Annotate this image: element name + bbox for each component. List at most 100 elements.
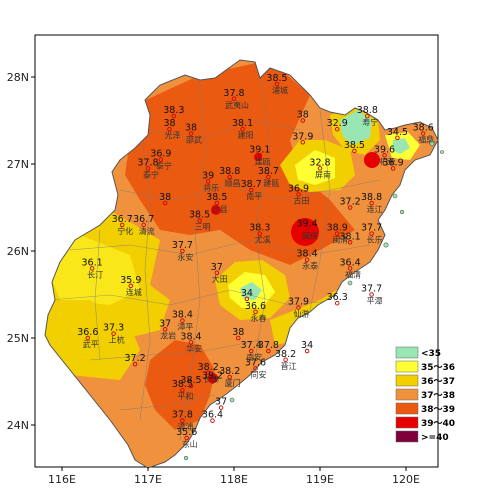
station-marker bbox=[184, 435, 189, 441]
station-marker bbox=[227, 174, 232, 180]
station-marker bbox=[248, 187, 254, 193]
station-value: 37.2 bbox=[340, 197, 361, 208]
station-marker bbox=[304, 348, 310, 354]
station-marker bbox=[227, 374, 232, 380]
x-tick-label: 120E bbox=[392, 473, 420, 486]
station-value: 38.5 bbox=[189, 210, 210, 221]
station-marker bbox=[257, 231, 263, 236]
station-marker bbox=[171, 113, 177, 119]
station-marker bbox=[300, 139, 306, 145]
station-marker bbox=[347, 266, 353, 271]
station-marker bbox=[119, 222, 125, 228]
station-marker bbox=[128, 283, 134, 289]
station-value: 36.3 bbox=[327, 292, 348, 303]
station-value: 37.8 bbox=[223, 88, 244, 99]
station-marker bbox=[236, 335, 241, 341]
station-name: 武夷山 bbox=[225, 100, 249, 110]
station-name: 永泰 bbox=[302, 261, 318, 271]
station-name: 闽侯 bbox=[302, 231, 318, 240]
station-value: 37.7 bbox=[172, 240, 193, 251]
station-marker bbox=[85, 335, 91, 341]
station-value: 35.6 bbox=[176, 427, 197, 438]
station-value: 37.6 bbox=[245, 357, 266, 368]
station-name: 福清 bbox=[345, 269, 361, 279]
station-marker bbox=[257, 153, 263, 158]
station-marker bbox=[369, 200, 374, 206]
station-name: 武平 bbox=[83, 339, 99, 349]
station-marker bbox=[244, 296, 250, 302]
station-value: 38.5 bbox=[206, 192, 227, 203]
station-name: 永安 bbox=[177, 252, 193, 262]
station-name: 建瓯 bbox=[263, 178, 279, 188]
station-name: 古田 bbox=[294, 195, 310, 205]
station-name: 南平 bbox=[246, 191, 262, 201]
station-value: 36.1 bbox=[82, 257, 103, 268]
station-marker bbox=[420, 131, 426, 136]
station-value: 38.2 bbox=[219, 366, 240, 377]
station-value: 38 bbox=[163, 118, 175, 129]
station-marker bbox=[334, 231, 340, 236]
station-value: 36.7 bbox=[112, 214, 133, 225]
station-name: 柘荣 bbox=[380, 156, 396, 166]
station-value: 37.9 bbox=[288, 297, 309, 308]
station-marker bbox=[188, 131, 194, 136]
station-marker bbox=[304, 257, 310, 262]
station-name: 同安 bbox=[251, 369, 267, 379]
x-tick-label: 118E bbox=[220, 473, 248, 486]
station-marker bbox=[180, 248, 185, 254]
y-tick-label: 27N bbox=[7, 158, 29, 171]
station-name: 宁化 bbox=[117, 226, 133, 236]
station-value: 38.8 bbox=[219, 166, 240, 177]
station-value: 36.7 bbox=[133, 214, 154, 225]
station-value: 36.9 bbox=[383, 157, 404, 168]
legend-label: 39～40 bbox=[421, 419, 455, 429]
station-value: 38.6 bbox=[413, 123, 434, 134]
station-name: 连江 bbox=[367, 204, 383, 214]
station-marker bbox=[214, 200, 220, 206]
station-marker bbox=[347, 240, 353, 245]
station-marker bbox=[197, 218, 202, 223]
y-axis: 28N 27N 26N 25N 24N bbox=[7, 71, 35, 432]
station-value: 38 bbox=[232, 327, 244, 338]
legend-label: 36～37 bbox=[421, 377, 455, 387]
station-value: 38.7 bbox=[241, 179, 262, 190]
station-value: 37.8 bbox=[258, 340, 279, 351]
legend-label: >=40 bbox=[421, 433, 449, 443]
station-value: 38.4 bbox=[172, 310, 193, 321]
station-value: 38.2 bbox=[275, 349, 296, 360]
station-marker bbox=[218, 405, 224, 410]
station-value: 38.5 bbox=[344, 140, 365, 151]
station-marker bbox=[382, 153, 387, 158]
station-name: 漳平 bbox=[177, 322, 193, 332]
station-marker bbox=[304, 226, 310, 232]
station-marker bbox=[180, 318, 185, 323]
station-marker bbox=[365, 113, 370, 119]
station-name: 平潭 bbox=[367, 297, 383, 306]
station-marker bbox=[167, 126, 172, 132]
x-axis: 116E 117E 118E 119E 120E bbox=[48, 467, 420, 486]
station-marker bbox=[296, 305, 301, 310]
station-value: 38.4 bbox=[297, 249, 318, 260]
station-value: 39 bbox=[202, 170, 214, 181]
station-value: 38 bbox=[185, 123, 197, 134]
x-tick-label: 119E bbox=[306, 473, 334, 486]
station-value: 34.5 bbox=[387, 127, 408, 138]
station-name: 漳浦 bbox=[177, 422, 193, 432]
station-name: 上杭 bbox=[109, 335, 125, 345]
station-value: 36.6 bbox=[245, 301, 266, 312]
station-value: 38.5 bbox=[180, 375, 201, 386]
station-value: 37.9 bbox=[292, 131, 313, 142]
station-name: 光泽 bbox=[165, 130, 181, 140]
station-marker bbox=[369, 231, 374, 236]
station-value: 35.9 bbox=[120, 275, 141, 286]
station-marker bbox=[205, 370, 211, 376]
station-marker bbox=[266, 348, 271, 354]
station-name: 浦城 bbox=[272, 85, 288, 95]
y-tick-label: 24N bbox=[7, 419, 29, 432]
y-tick-label: 26N bbox=[7, 245, 29, 258]
station-marker bbox=[240, 126, 245, 132]
station-value: 37 bbox=[211, 262, 223, 273]
station-name: 长乐 bbox=[367, 235, 383, 245]
legend: <35 35～36 36～37 37～38 38～39 39～40 >=40 bbox=[395, 346, 455, 443]
